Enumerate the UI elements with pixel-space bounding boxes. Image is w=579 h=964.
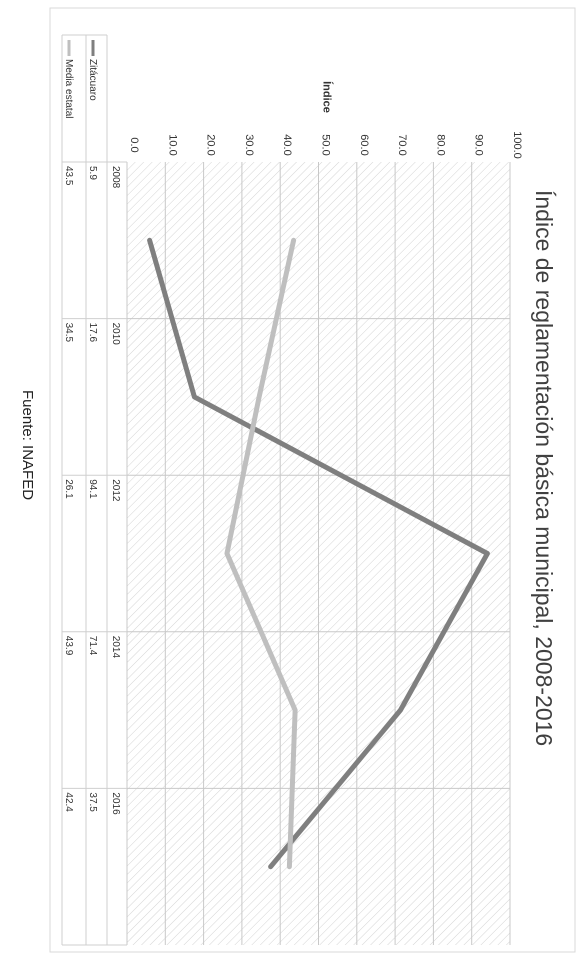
series-lines xyxy=(147,237,490,870)
x-tick-label: 2010 xyxy=(110,323,121,346)
data-point xyxy=(192,395,196,399)
chart-labels: 0.0 10.0 20.0 30.0 40.0 50.0 60.0 70.0 80.0 90.0 1… xyxy=(63,59,557,815)
y-tick-label: 30.0 xyxy=(243,134,255,155)
x-tick-label: 2014 xyxy=(110,636,121,659)
data-label: 94.1 xyxy=(87,479,98,499)
y-axis-title: Índice xyxy=(321,81,334,113)
data-label: 43.9 xyxy=(63,636,74,656)
data-point xyxy=(293,708,297,712)
data-label: 5.9 xyxy=(87,166,98,180)
y-tick-label: 20.0 xyxy=(205,134,217,155)
y-tick-label: 50.0 xyxy=(320,134,332,155)
source-note: Fuente: INAFED xyxy=(19,390,36,501)
data-table xyxy=(61,34,127,946)
y-tick-label: 0.0 xyxy=(128,137,140,152)
x-tick-label: 2016 xyxy=(110,792,121,815)
y-tick-label: 70.0 xyxy=(396,134,408,155)
y-tick-label: 40.0 xyxy=(281,134,293,155)
x-tick-label: 2008 xyxy=(110,166,121,189)
data-point xyxy=(269,865,273,869)
data-point xyxy=(287,865,291,869)
data-point xyxy=(398,708,402,712)
y-tick-label: 80.0 xyxy=(434,134,446,155)
y-tick-label: 60.0 xyxy=(358,134,370,155)
chart-title: Índice de reglamentación básica municipa… xyxy=(531,190,557,746)
data-label: 37.5 xyxy=(87,792,98,812)
data-point xyxy=(225,552,229,555)
x-tick-label: 2012 xyxy=(110,479,121,502)
data-label: 42.4 xyxy=(63,792,74,812)
data-label: 34.5 xyxy=(63,323,74,343)
legend-label: Media estatal xyxy=(63,59,74,118)
data-label: 26.1 xyxy=(63,479,74,499)
data-label: 71.4 xyxy=(87,636,98,656)
data-label: 17.6 xyxy=(87,323,98,343)
chart-border xyxy=(49,7,576,953)
y-tick-label: 10.0 xyxy=(166,134,178,155)
y-tick-label: 100.0 xyxy=(511,131,523,159)
data-point xyxy=(148,238,152,242)
data-label: 43.5 xyxy=(63,166,74,186)
data-point xyxy=(485,552,489,555)
legend-label: Zitácuaro xyxy=(87,59,98,101)
y-tick-label: 90.0 xyxy=(473,134,485,155)
data-point xyxy=(292,238,296,242)
data-point xyxy=(257,395,261,399)
